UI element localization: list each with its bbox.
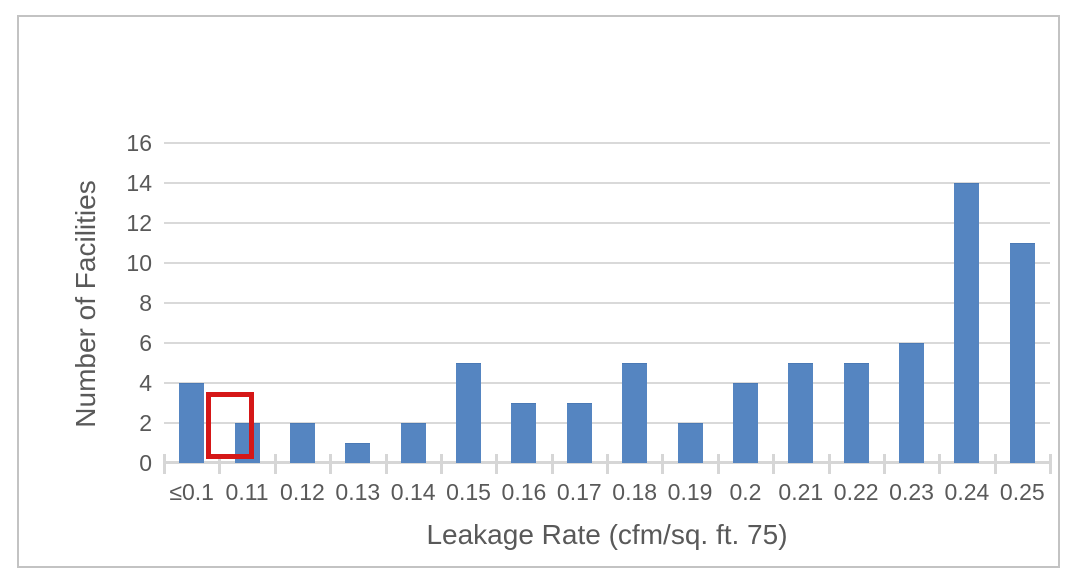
bar-0.2[interactable] <box>732 383 758 463</box>
tick-mark <box>550 454 554 474</box>
x-tick-label: 0.2 <box>729 479 762 505</box>
tick-mark <box>384 454 388 474</box>
y-tick-label: 12 <box>126 210 152 236</box>
tick-mark <box>661 454 665 474</box>
bar-0.23[interactable] <box>899 343 925 463</box>
chart-frame: Number of Facilities 0 2 4 6 8 10 12 14 16 ≤0.1 0… <box>17 15 1060 568</box>
y-tick-label: 14 <box>126 170 152 196</box>
tick-mark <box>827 454 831 474</box>
gridline <box>164 422 1050 424</box>
bar-0.18[interactable] <box>622 363 648 463</box>
tick-mark <box>716 454 720 474</box>
bar-0.21[interactable] <box>788 363 814 463</box>
tick-mark <box>1049 454 1052 474</box>
y-tick-label: 16 <box>126 130 152 156</box>
x-tick-label: 0.11 <box>225 479 269 505</box>
tick-mark <box>218 454 222 474</box>
x-tick-label: 0.12 <box>280 479 325 505</box>
bar-0.14[interactable] <box>400 423 426 463</box>
bar-0.22[interactable] <box>843 363 869 463</box>
y-tick-label: 4 <box>139 370 152 396</box>
x-axis-title: Leakage Rate (cfm/sq. ft. 75) <box>426 519 788 550</box>
x-tick-label: 0.18 <box>612 479 658 505</box>
y-tick-label: 2 <box>139 410 152 436</box>
tick-mark <box>495 454 499 474</box>
x-tick-label: 0.13 <box>335 479 381 505</box>
y-tick-label: 0 <box>139 450 152 476</box>
gridline <box>164 342 1050 344</box>
bar-0.17[interactable] <box>566 403 592 463</box>
x-tick-label: 0.15 <box>446 479 491 505</box>
gridline <box>164 382 1050 384</box>
gridline <box>164 182 1050 184</box>
bar-0.12[interactable] <box>289 423 315 463</box>
tick-mark <box>938 454 942 474</box>
x-tick-label: 0.17 <box>556 479 602 505</box>
bar-0.19[interactable] <box>677 423 703 463</box>
highlight-box <box>206 392 255 459</box>
gridline <box>164 142 1050 144</box>
bar-≤0.1[interactable] <box>179 383 205 463</box>
y-tick-label: 6 <box>139 330 152 356</box>
x-tick-label: 0.22 <box>833 479 879 505</box>
gridline <box>164 302 1050 304</box>
tick-mark <box>772 454 776 474</box>
x-tick-label: 0.25 <box>999 479 1045 505</box>
x-tick-label: 0.14 <box>390 479 436 505</box>
y-tick-label: 10 <box>126 250 152 276</box>
tick-mark <box>882 454 886 474</box>
x-tick-label: 0.24 <box>944 479 990 505</box>
bar-0.15[interactable] <box>456 363 482 463</box>
tick-mark <box>329 454 333 474</box>
bar-0.24[interactable] <box>954 183 980 463</box>
tick-mark <box>606 454 609 474</box>
bar-0.16[interactable] <box>511 403 537 463</box>
x-tick-label: 0.23 <box>889 479 934 505</box>
bar-0.13[interactable] <box>345 443 371 463</box>
x-tick-label: 0.16 <box>501 479 547 505</box>
bar-0.25[interactable] <box>1009 243 1035 463</box>
x-tick-label: 0.21 <box>778 479 824 505</box>
tick-mark <box>163 454 166 474</box>
tick-mark <box>439 454 443 474</box>
tick-mark <box>273 454 277 474</box>
y-tick-label: 8 <box>139 290 152 316</box>
x-tick-label: 0.19 <box>667 479 713 505</box>
gridline <box>164 262 1050 264</box>
tick-mark <box>993 454 997 474</box>
plot-area <box>163 142 1052 474</box>
x-tick-label: ≤0.1 <box>169 479 214 505</box>
gridline <box>164 222 1050 224</box>
